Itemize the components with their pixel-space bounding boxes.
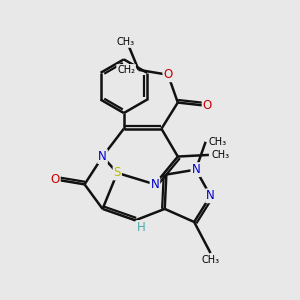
Text: N: N: [206, 189, 215, 202]
Text: N: N: [151, 178, 159, 191]
Text: N: N: [191, 163, 200, 176]
Text: O: O: [50, 173, 60, 186]
Text: N: N: [98, 150, 107, 163]
Text: O: O: [164, 68, 172, 81]
Text: CH₃: CH₃: [209, 137, 227, 147]
Text: S: S: [114, 167, 121, 179]
Text: CH₃: CH₃: [211, 150, 230, 160]
Text: CH₃: CH₃: [116, 37, 134, 47]
Text: CH₂: CH₂: [117, 65, 135, 75]
Text: H: H: [137, 221, 146, 234]
Text: O: O: [202, 99, 212, 112]
Text: CH₃: CH₃: [202, 255, 220, 265]
